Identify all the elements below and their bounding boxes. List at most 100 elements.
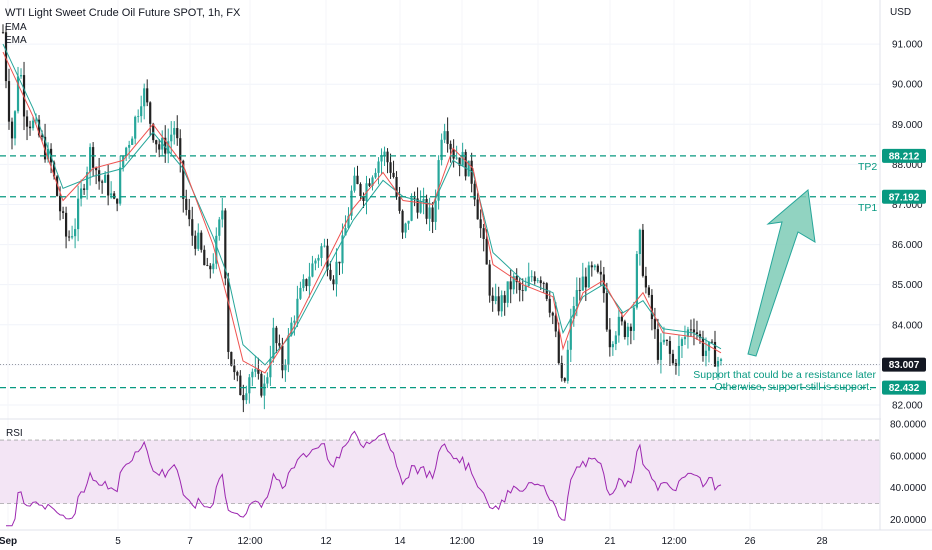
candle-body xyxy=(539,280,542,284)
candle-body xyxy=(248,377,251,394)
candle-body xyxy=(596,265,599,272)
candle-body xyxy=(293,320,296,323)
time-axis-background[interactable] xyxy=(0,531,932,550)
candle-body xyxy=(404,223,407,233)
candle-body xyxy=(245,393,248,401)
candle-body xyxy=(566,349,569,381)
candle-body xyxy=(227,278,230,352)
candle-body xyxy=(200,232,203,250)
candle-body xyxy=(266,377,269,384)
candle-body xyxy=(1,32,5,33)
candle-body xyxy=(416,198,419,213)
candle-body xyxy=(392,172,395,177)
candle-body xyxy=(22,75,26,117)
candle-body xyxy=(440,139,443,161)
candles xyxy=(1,24,723,413)
candle-body xyxy=(506,281,509,303)
right-axis-background[interactable] xyxy=(881,0,932,530)
candle-body xyxy=(128,144,131,148)
up-arrow-drawing[interactable] xyxy=(747,189,816,357)
time-tick-label: 12:00 xyxy=(449,536,474,547)
candle-body xyxy=(656,329,660,360)
candle-body xyxy=(125,147,128,157)
candle-body xyxy=(632,307,635,331)
candle-body xyxy=(80,188,83,199)
candle-body xyxy=(344,228,347,236)
candle-body xyxy=(575,290,578,307)
candle-body xyxy=(278,343,281,346)
candle-body xyxy=(410,197,413,221)
candle-body xyxy=(644,275,647,288)
price-tick-label: 89.000 xyxy=(892,120,923,131)
price-tick-label: 85.000 xyxy=(892,280,923,291)
candle-body xyxy=(251,371,254,378)
candle-body xyxy=(155,140,158,145)
candle-body xyxy=(305,279,308,287)
candle-body xyxy=(347,215,350,229)
candle-body xyxy=(164,137,167,154)
price-tick-label: 86.000 xyxy=(892,240,923,251)
level-badge-label: 88.212 xyxy=(889,151,920,162)
candle-body xyxy=(536,280,539,282)
candle-body xyxy=(719,359,723,362)
rsi-pane[interactable] xyxy=(0,430,880,527)
candle-body xyxy=(689,329,693,331)
candle-body xyxy=(4,32,8,82)
candle-body xyxy=(377,161,380,173)
candle-body xyxy=(170,134,173,142)
candle-body xyxy=(131,138,134,145)
candle-body xyxy=(13,111,17,139)
rsi-tick-label: 60.0000 xyxy=(890,451,927,462)
candle-body xyxy=(485,238,488,265)
level-badge-label: 87.192 xyxy=(889,192,920,203)
candle-body xyxy=(46,148,50,160)
candle-body xyxy=(677,345,681,366)
candle-body xyxy=(521,290,524,291)
candle-body xyxy=(113,193,116,199)
candle-body xyxy=(350,190,353,216)
indicator-ema-2[interactable]: EMA xyxy=(5,35,27,46)
level-badge-label: 82.432 xyxy=(889,383,920,394)
candle-body xyxy=(275,327,278,344)
currency-label: USD xyxy=(890,7,911,18)
candle-body xyxy=(203,249,206,266)
candle-body xyxy=(61,211,65,213)
candle-body xyxy=(461,151,464,166)
candle-body xyxy=(149,102,152,124)
arrow-shape xyxy=(747,189,816,357)
candle-body xyxy=(101,181,104,183)
candle-body xyxy=(500,295,503,312)
candle-body xyxy=(626,326,629,338)
candle-body xyxy=(710,341,714,343)
candle-body xyxy=(545,283,548,299)
candle-body xyxy=(158,144,161,150)
candle-body xyxy=(308,276,311,287)
candle-body xyxy=(302,279,305,288)
candle-body xyxy=(380,155,383,162)
candle-body xyxy=(191,219,194,236)
candle-body xyxy=(422,198,425,202)
indicator-ema-1[interactable]: EMA xyxy=(5,22,27,33)
candle-body xyxy=(662,339,666,343)
candle-body xyxy=(356,175,359,185)
candle-body xyxy=(122,156,125,168)
rsi-label[interactable]: RSI xyxy=(6,428,23,439)
candle-body xyxy=(641,229,644,276)
candle-body xyxy=(692,329,696,333)
candle-body xyxy=(419,201,422,213)
current-price-badge-label: 83.007 xyxy=(889,360,920,371)
candle-body xyxy=(608,329,611,348)
candle-body xyxy=(140,106,143,117)
candle-body xyxy=(665,339,669,341)
annotation-line-2[interactable]: Otherwise, support still is support. xyxy=(714,381,872,393)
candle-body xyxy=(434,200,437,222)
annotation-line-1[interactable]: Support that could be a resistance later xyxy=(693,369,876,381)
candle-body xyxy=(650,294,654,320)
candle-body xyxy=(671,353,675,364)
candle-body xyxy=(593,265,596,268)
candle-body xyxy=(40,135,44,137)
candle-body xyxy=(323,245,326,247)
candle-body xyxy=(74,229,77,237)
candle-body xyxy=(242,395,245,401)
